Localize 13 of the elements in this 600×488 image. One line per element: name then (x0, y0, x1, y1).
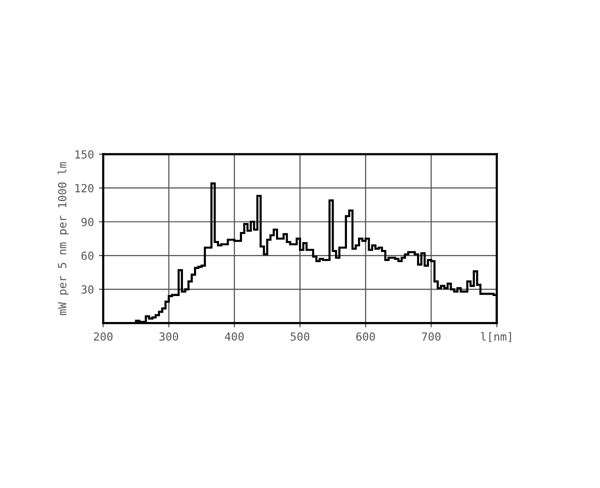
x-tick-label: 300 (160, 332, 178, 341)
x-tick-label: l[nm] (480, 332, 512, 342)
x-tick-label: 400 (224, 332, 244, 341)
y-tick-label: 120 (75, 184, 94, 192)
y-tick-label: 150 (75, 150, 94, 159)
y-tick-label: 90 (81, 218, 94, 226)
x-tick-label: 500 (290, 332, 310, 341)
y-tick-label: 60 (82, 252, 94, 260)
x-tick-label: 200 (94, 332, 113, 341)
y-axis-title: mW per 5 nm per 1000 lm (58, 162, 69, 315)
y-tick-label: 30 (82, 285, 94, 294)
x-tick-label: 600 (356, 332, 375, 341)
x-tick-label: 700 (422, 332, 441, 341)
